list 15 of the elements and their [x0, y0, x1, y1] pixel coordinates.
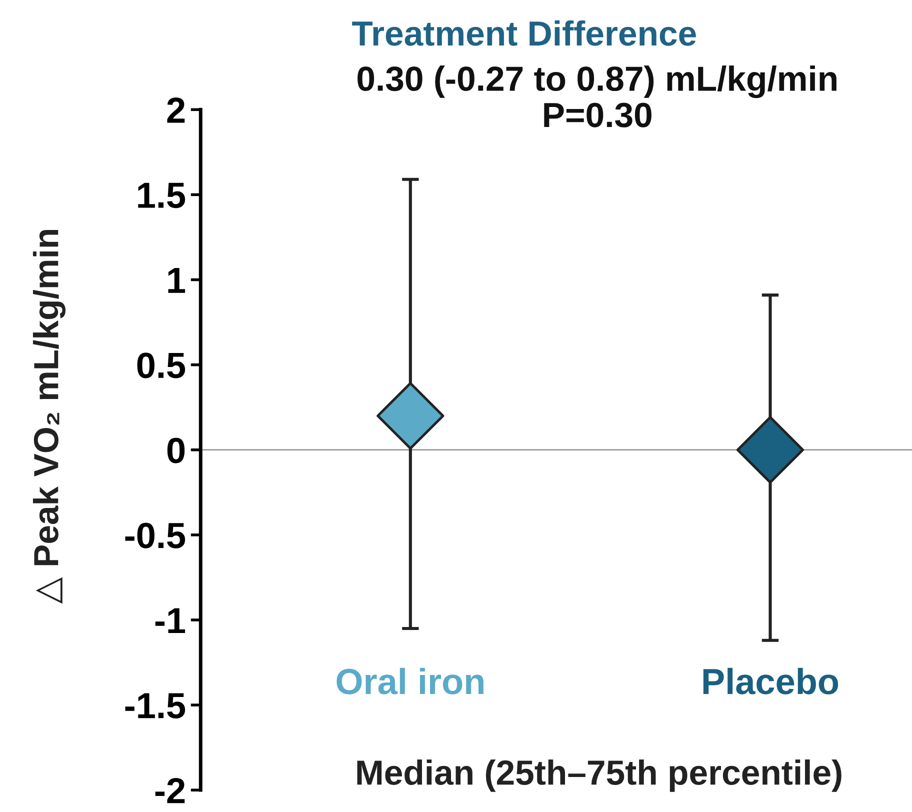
y-tick-label: -1.5 [125, 693, 186, 718]
y-tick-label: 2 [167, 97, 185, 123]
y-axis-title: △ Peak VO₂ mL/kg/min [32, 230, 66, 604]
y-tick-label: 0 [167, 438, 185, 464]
x-tick-label: Oral iron [336, 668, 484, 694]
y-tick-label: 1 [168, 268, 186, 293]
y-tick-label: 0.5 [137, 352, 186, 378]
chart-subtitle: 0.30 (-0.27 to 0.87) mL/kg/min P=0.30 [358, 66, 836, 128]
chart-title: Treatment Difference [352, 20, 696, 46]
x-tick-label: Placebo [703, 668, 838, 694]
y-tick-label: -1 [155, 608, 186, 634]
x-axis-title: Median (25th–75th percentile) [357, 759, 842, 792]
y-tick-label: -0.5 [125, 522, 186, 548]
y-tick-label: 1.5 [138, 182, 186, 208]
y-tick-label: -2 [155, 778, 185, 804]
